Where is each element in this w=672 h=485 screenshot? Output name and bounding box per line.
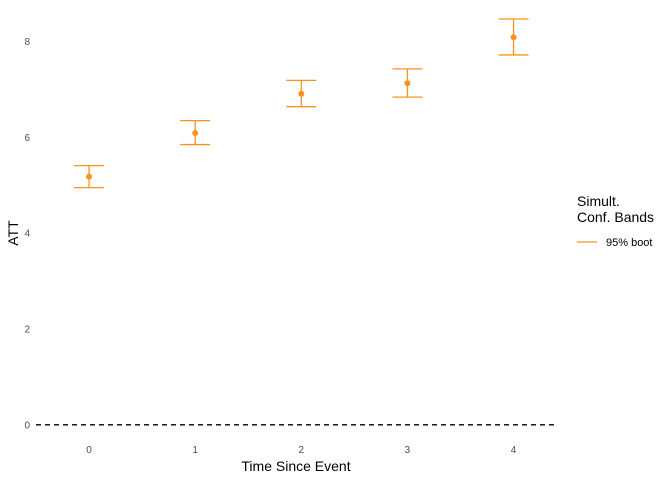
x-tick-label: 2 (299, 445, 305, 456)
data-point (298, 90, 305, 97)
y-axis-title: ATT (5, 220, 21, 246)
data-point (404, 80, 411, 87)
legend-title-line2: Conf. Bands (577, 209, 654, 225)
x-tick-label: 4 (511, 445, 517, 456)
legend: Simult. Conf. Bands 95% boot (577, 193, 654, 249)
y-tick-label: 2 (24, 324, 30, 335)
y-tick-label: 4 (24, 229, 30, 240)
y-tick-label: 6 (24, 133, 30, 144)
legend-title-line1: Simult. (577, 193, 620, 209)
legend-label: 95% boot (606, 237, 652, 249)
plot-area (36, 18, 556, 426)
data-point (510, 34, 517, 41)
data-point (86, 173, 93, 180)
x-axis-title: Time Since Event (241, 458, 350, 474)
axes: 0 2 4 6 8 0 1 2 3 4 (24, 37, 516, 456)
x-tick-label: 3 (405, 445, 411, 456)
y-tick-label: 0 (24, 420, 30, 431)
x-tick-label: 1 (192, 445, 198, 456)
data-point (192, 130, 199, 137)
x-tick-label: 0 (86, 445, 92, 456)
y-tick-label: 8 (24, 37, 30, 48)
